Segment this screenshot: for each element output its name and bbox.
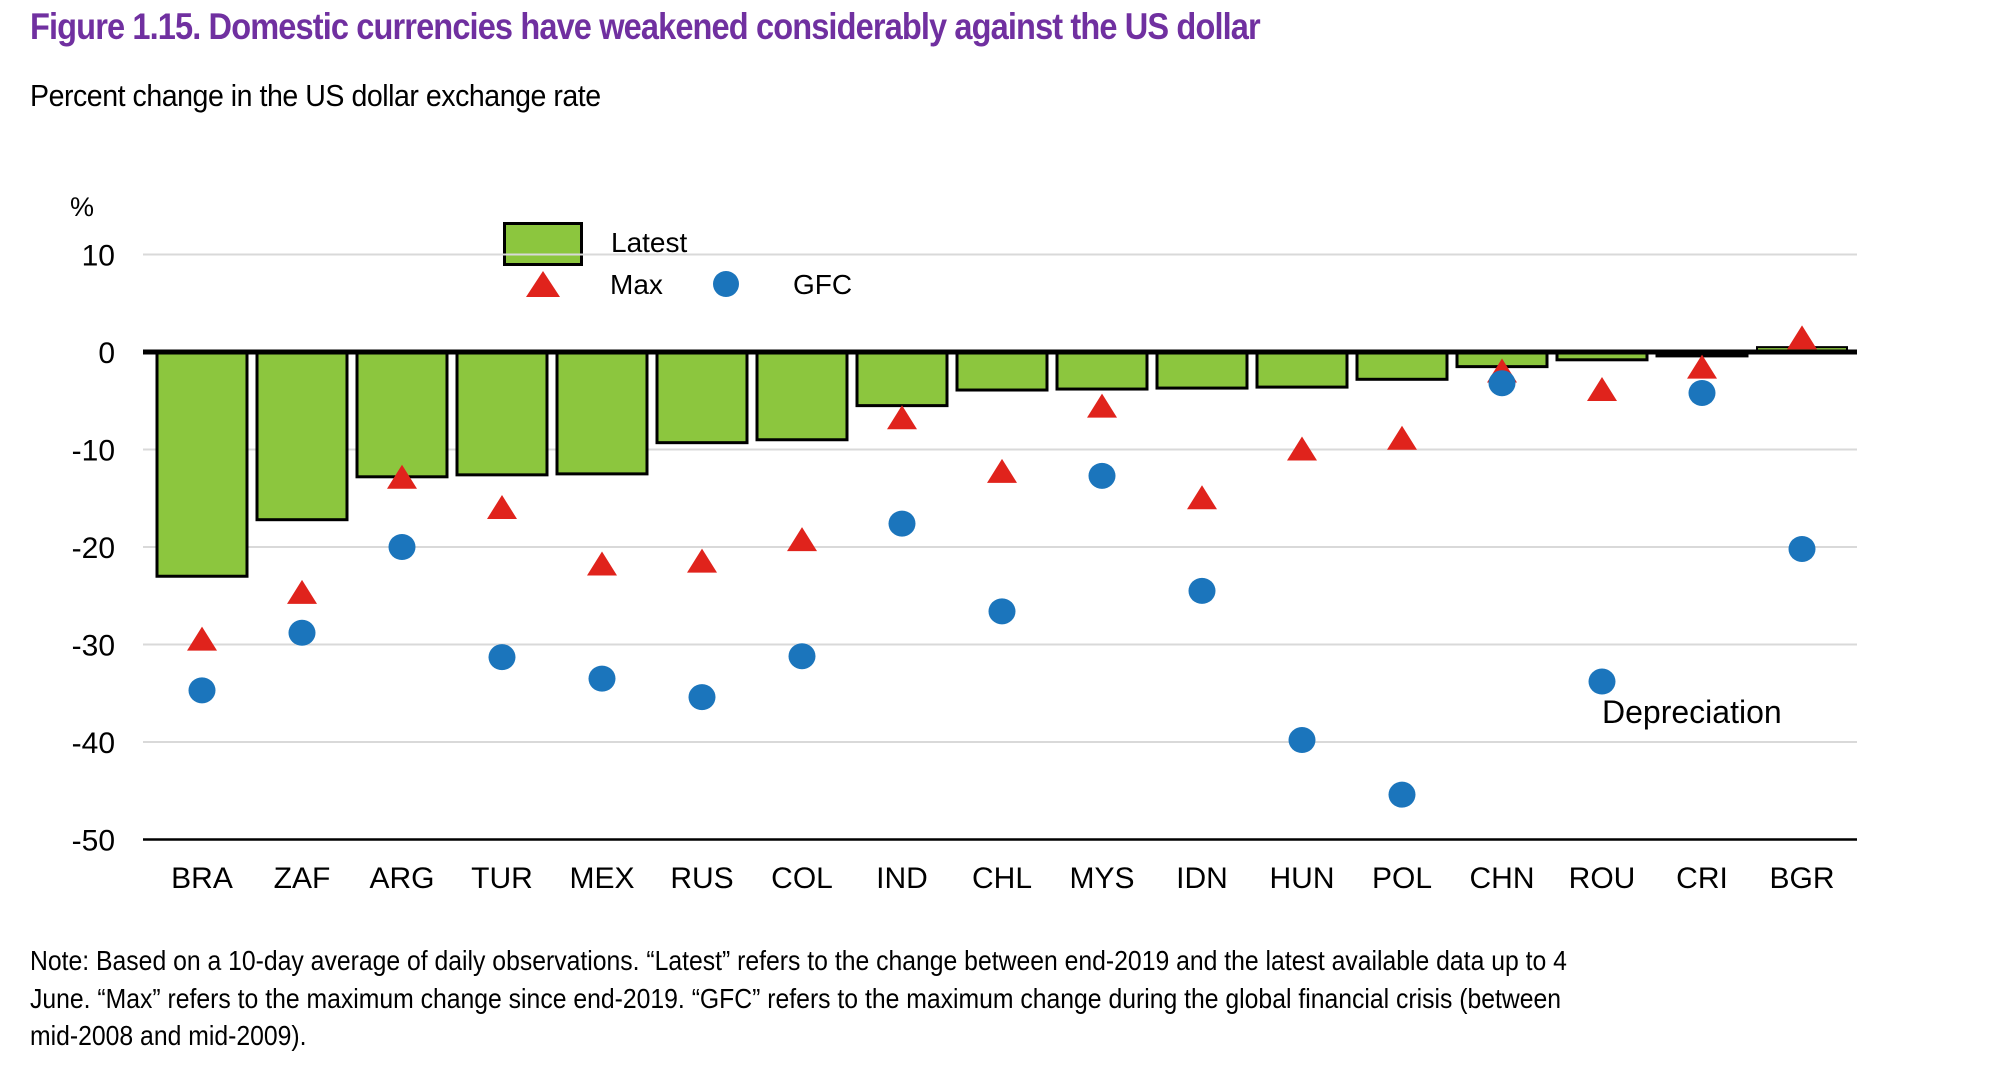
gfc-marker-BGR <box>1788 535 1816 562</box>
max-marker-CRI <box>1687 354 1717 379</box>
gfc-marker-RUS <box>688 684 716 711</box>
max-marker-RUS <box>687 548 717 573</box>
y-tick-label: -20 <box>72 532 115 565</box>
gfc-marker-IDN <box>1188 577 1216 604</box>
x-label-MYS: MYS <box>1069 862 1134 890</box>
figure-subtitle: Percent change in the US dollar exchange… <box>30 78 601 113</box>
x-label-TUR: TUR <box>471 862 533 890</box>
gfc-marker-ZAF <box>288 619 316 646</box>
bar-POL <box>1355 350 1449 381</box>
gfc-marker-IND <box>888 510 916 537</box>
x-label-IDN: IDN <box>1176 862 1228 890</box>
x-label-ZAF: ZAF <box>274 862 331 890</box>
x-category-labels: BRA ZAF ARG TUR MEX RUS COL IND CHL MYS IDN HUN POL C… <box>171 862 1834 895</box>
max-marker-ZAF <box>287 579 317 604</box>
max-marker-CHL <box>987 458 1017 483</box>
y-tick-label: -30 <box>72 630 115 663</box>
legend-latest-label: Latest <box>611 227 688 258</box>
y-tick-label: 0 <box>98 337 115 370</box>
max-marker-MYS <box>1087 393 1117 418</box>
y-tick-labels: 10 0 -10 -20 -30 -40 -50 <box>72 240 115 858</box>
bar-CHL <box>955 350 1049 392</box>
x-label-MEX: MEX <box>569 862 634 890</box>
legend-gfc-circle-icon <box>713 271 739 297</box>
gfc-marker-BRA <box>188 677 216 704</box>
x-label-HUN: HUN <box>1270 862 1335 890</box>
bar-MEX <box>555 350 649 476</box>
x-label-IND: IND <box>876 862 928 890</box>
note-line-3: mid-2008 and mid-2009). <box>30 1020 307 1051</box>
x-label-CRI: CRI <box>1676 862 1728 890</box>
max-marker-IND <box>887 405 917 430</box>
gridlines <box>143 253 1857 841</box>
x-label-CHL: CHL <box>972 862 1032 890</box>
max-marker-BGR <box>1787 325 1817 350</box>
max-marker-HUN <box>1287 436 1317 461</box>
bar-TUR <box>455 350 549 477</box>
bar-MYS <box>1055 350 1149 391</box>
bar-ZAF <box>255 350 349 522</box>
y-tick-label: 10 <box>82 240 115 273</box>
x-label-BGR: BGR <box>1769 862 1834 890</box>
x-label-BRA: BRA <box>171 862 233 890</box>
gfc-marker-ARG <box>388 534 416 560</box>
chart-area: 10 0 -10 -20 -30 -40 -50 BRA ZAF ARG TUR MEX RUS COL I… <box>0 150 2005 895</box>
max-marker-COL <box>787 527 817 552</box>
gfc-marker-ROU <box>1588 668 1616 695</box>
bar-IDN <box>1155 350 1249 390</box>
max-marker-BRA <box>187 626 217 651</box>
max-marker-POL <box>1387 425 1417 450</box>
y-tick-label: -40 <box>72 727 115 760</box>
figure-note: Note: Based on a 10-day average of daily… <box>30 942 1740 1055</box>
legend-latest-swatch bar-swatch <box>503 222 583 266</box>
bar-RUS <box>655 350 749 445</box>
x-label-CHN: CHN <box>1470 862 1535 890</box>
max-marker-ROU <box>1587 377 1617 402</box>
chart-svg: 10 0 -10 -20 -30 -40 -50 BRA ZAF ARG TUR MEX RUS COL I… <box>72 240 1857 895</box>
bar-ARG <box>355 350 449 479</box>
bar-BRA <box>155 350 249 578</box>
x-label-RUS: RUS <box>670 862 733 890</box>
bars-latest <box>155 346 1848 578</box>
x-label-COL: COL <box>771 862 833 890</box>
bar-HUN <box>1255 350 1349 389</box>
max-marker-TUR <box>487 495 517 519</box>
gfc-marker-POL <box>1388 781 1416 808</box>
bar-COL <box>755 350 849 442</box>
note-line-2: June. “Max” refers to the maximum change… <box>30 982 1562 1014</box>
max-marker-IDN <box>1187 485 1217 510</box>
legend-max-label: Max <box>610 269 663 300</box>
gfc-marker-MEX <box>588 665 616 692</box>
gfc-marker-HUN <box>1288 727 1316 754</box>
max-marker-MEX <box>587 551 617 576</box>
gfc-marker-CHN <box>1488 370 1516 397</box>
y-tick-label: -10 <box>72 435 115 468</box>
y-axis-unit-label: % <box>70 192 95 222</box>
x-label-ROU: ROU <box>1569 862 1636 890</box>
gfc-marker-TUR <box>488 644 516 671</box>
gfc-marker-CHL <box>988 598 1016 625</box>
legend-max-triangle-icon <box>526 271 560 297</box>
bar-IND <box>855 350 949 408</box>
depreciation-annotation: Depreciation <box>1602 694 1782 730</box>
gfc-marker-CRI <box>1688 379 1716 406</box>
x-label-POL: POL <box>1372 862 1432 890</box>
x-label-ARG: ARG <box>369 862 434 890</box>
max-marker-ARG <box>387 464 417 489</box>
markers-gfc <box>188 370 1816 808</box>
y-tick-label: -50 <box>72 825 115 858</box>
note-line-1: Note: Based on a 10-day average of daily… <box>30 945 1567 976</box>
gfc-marker-MYS <box>1088 462 1116 489</box>
figure-title: Figure 1.15. Domestic currencies have we… <box>30 6 1261 47</box>
gfc-marker-COL <box>788 643 816 670</box>
legend-gfc-label: GFC <box>793 269 853 300</box>
markers-max <box>187 325 1817 651</box>
